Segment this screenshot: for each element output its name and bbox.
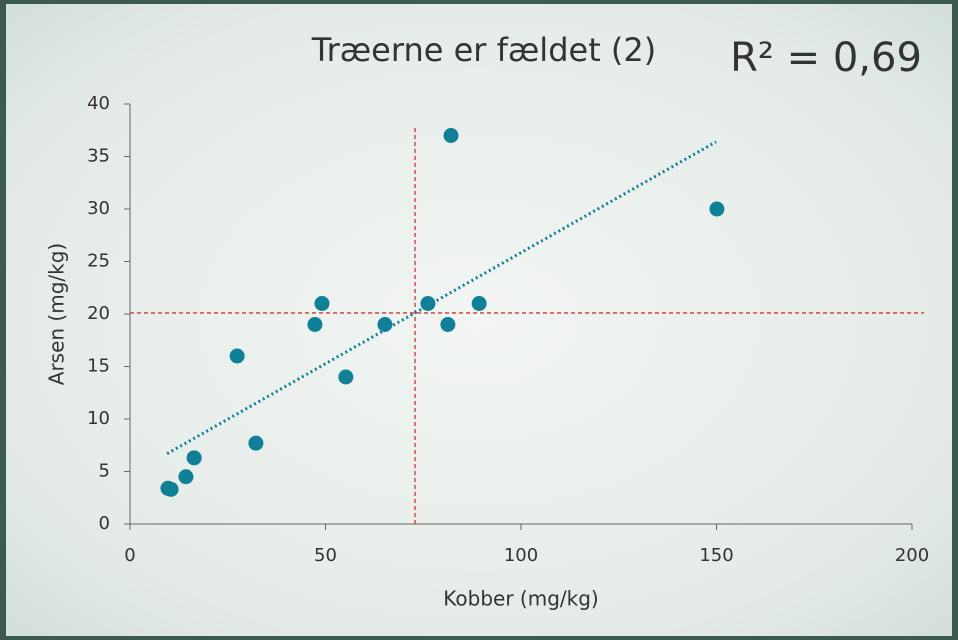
background — [6, 4, 952, 636]
point — [229, 348, 245, 364]
point — [471, 296, 487, 311]
y-axis-label: Arsen (mg/kg) — [45, 243, 69, 385]
y-tick-label: 10 — [87, 408, 110, 429]
y-tick-label: 5 — [99, 461, 110, 482]
y-tick-label: 35 — [87, 146, 110, 167]
point — [314, 296, 330, 311]
y-tick-label: 15 — [87, 356, 110, 377]
x-tick-label: 200 — [895, 545, 929, 566]
point — [307, 317, 323, 332]
point — [163, 481, 179, 497]
point — [377, 317, 393, 332]
x-tick-label: 100 — [504, 545, 538, 566]
y-tick-label: 20 — [87, 303, 110, 324]
point — [186, 450, 202, 466]
point — [338, 369, 354, 385]
y-tick-label: 40 — [87, 93, 110, 114]
chart-title: Træerne er fældet (2) — [311, 31, 656, 69]
point — [440, 317, 456, 332]
x-tick-label: 0 — [124, 545, 135, 566]
x-tick-label: 50 — [314, 545, 337, 566]
y-tick-label: 0 — [99, 513, 110, 534]
point — [178, 469, 194, 485]
x-axis-label: Kobber (mg/kg) — [443, 587, 598, 611]
point — [420, 296, 436, 311]
y-tick-label: 30 — [87, 198, 110, 219]
trendline — [166, 140, 717, 455]
point — [248, 435, 264, 451]
point — [443, 128, 459, 143]
point — [709, 201, 725, 217]
annotation: R² = 0,69 — [730, 35, 922, 81]
y-tick-label: 25 — [87, 251, 110, 272]
x-tick-label: 150 — [699, 545, 733, 566]
